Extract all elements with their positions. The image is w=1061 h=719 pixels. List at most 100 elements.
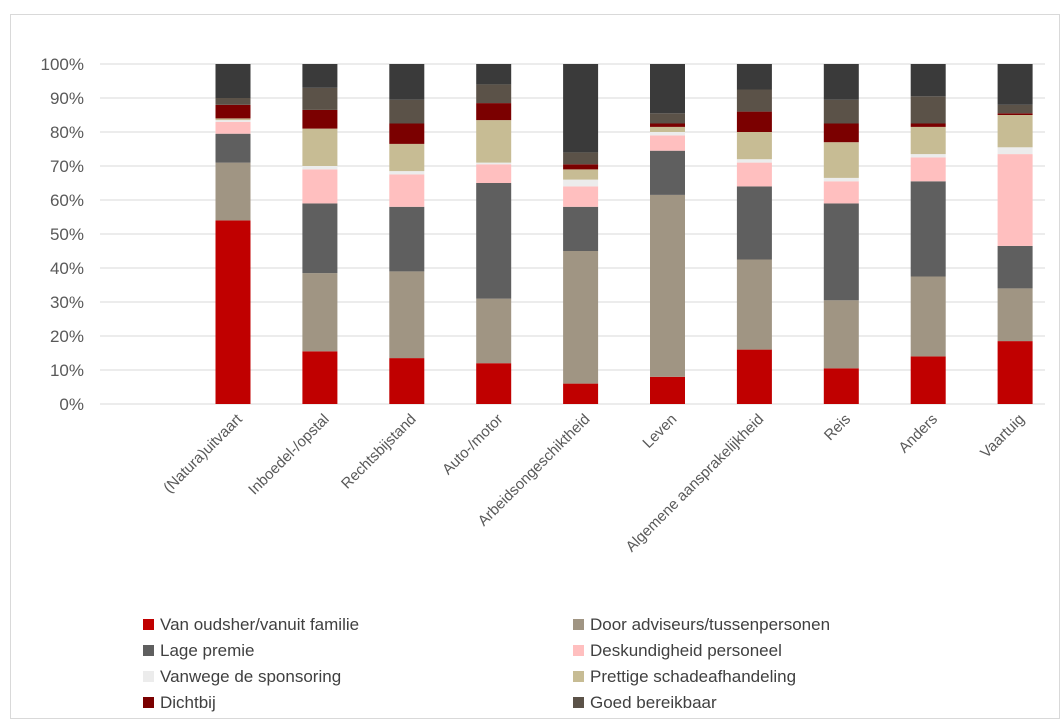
- legend-swatch: [573, 697, 584, 708]
- y-axis-ticks: 0% 10% 20% 30% 40% 50% 60% 70% 80% 90% 100%: [41, 55, 84, 414]
- bar-segment: [736, 259, 772, 350]
- bar-layer: [215, 64, 1033, 404]
- bar-segment: [823, 368, 859, 404]
- x-category-label: Vaartuig: [977, 411, 1028, 462]
- bar-segment: [476, 363, 512, 404]
- bar-segment: [736, 132, 772, 160]
- bar-segment: [736, 159, 772, 163]
- x-category-label: Algemene aansprakelijkheid: [623, 411, 768, 556]
- bar-segment: [476, 84, 512, 104]
- bar-segment: [476, 162, 512, 165]
- legend-label: Goed bereikbaar: [590, 693, 717, 712]
- y-tick-label: 100%: [41, 55, 84, 74]
- bar-segment: [215, 64, 251, 98]
- y-tick-label: 40%: [50, 259, 84, 278]
- legend-label: Deskundigheid personeel: [590, 641, 782, 660]
- legend-swatch: [573, 671, 584, 682]
- bar-segment: [823, 177, 859, 182]
- bar-segment: [476, 298, 512, 364]
- bar-segment: [563, 169, 599, 180]
- legend-swatch: [143, 619, 154, 630]
- bar-segment: [650, 123, 685, 127]
- bar-segment: [476, 183, 512, 299]
- bar-segment: [910, 64, 946, 97]
- bar-segment: [997, 115, 1033, 148]
- bar-segment: [563, 64, 599, 153]
- bar-segment: [215, 104, 251, 119]
- bar-segment: [563, 179, 599, 187]
- legend-label: Vanwege de sponsoring: [160, 667, 341, 686]
- bar-segment: [650, 132, 685, 136]
- legend-swatch: [143, 645, 154, 656]
- bar-segment: [215, 121, 251, 134]
- legend-label: Lage premie: [160, 641, 255, 660]
- bar-segment: [389, 358, 425, 404]
- legend-swatch: [143, 671, 154, 682]
- bar-segment: [302, 64, 338, 88]
- bar-segment: [997, 341, 1033, 404]
- bar-segment: [997, 113, 1033, 115]
- bar-segment: [736, 349, 772, 404]
- x-category-label: Rechtsbijstand: [338, 411, 420, 493]
- bar-segment: [910, 126, 946, 155]
- x-category-label: Auto-/motor: [439, 411, 506, 478]
- bar-segment: [823, 142, 859, 178]
- bar-segment: [476, 64, 512, 85]
- bar-segment: [389, 99, 425, 124]
- bar-segment: [650, 126, 685, 132]
- bar-segment: [910, 157, 946, 182]
- bar-segment: [563, 206, 599, 251]
- bar-segment: [736, 89, 772, 112]
- bar-segment: [389, 206, 425, 272]
- bar-segment: [389, 171, 425, 175]
- bar-segment: [389, 64, 425, 100]
- bar-segment: [997, 154, 1033, 246]
- y-tick-label: 90%: [50, 89, 84, 108]
- bar-segment: [823, 181, 859, 204]
- bar-segment: [563, 251, 599, 384]
- bar-segment: [910, 123, 946, 127]
- bar-segment: [215, 162, 251, 221]
- bar-segment: [997, 104, 1033, 114]
- bar-segment: [563, 383, 599, 404]
- bar-segment: [215, 118, 251, 121]
- bar-segment: [736, 186, 772, 260]
- bar-segment: [823, 123, 859, 143]
- legend-label: Door adviseurs/tussenpersonen: [590, 615, 830, 634]
- bar-segment: [302, 109, 338, 129]
- legend-label: Prettige schadeafhandeling: [590, 667, 796, 686]
- bar-segment: [823, 99, 859, 124]
- legend-label: Van oudsher/vanuit familie: [160, 615, 359, 634]
- y-tick-label: 30%: [50, 293, 84, 312]
- y-tick-label: 60%: [50, 191, 84, 210]
- bar-segment: [650, 150, 685, 195]
- bar-segment: [910, 276, 946, 357]
- bar-segment: [650, 194, 685, 377]
- y-tick-label: 20%: [50, 327, 84, 346]
- bar-segment: [389, 143, 425, 172]
- x-category-label: (Natura)uitvaart: [160, 410, 246, 496]
- y-tick-label: 70%: [50, 157, 84, 176]
- bar-segment: [476, 164, 512, 183]
- bar-segment: [302, 203, 338, 274]
- bar-segment: [476, 120, 512, 163]
- bar-segment: [910, 181, 946, 277]
- bar-segment: [563, 186, 599, 207]
- bar-segment: [736, 64, 772, 90]
- bar-segment: [302, 87, 338, 110]
- bar-segment: [823, 300, 859, 369]
- bar-segment: [389, 123, 425, 144]
- bar-segment: [302, 166, 338, 170]
- bar-segment: [215, 120, 251, 122]
- y-tick-label: 10%: [50, 361, 84, 380]
- bar-segment: [650, 135, 685, 151]
- bar-segment: [823, 203, 859, 301]
- bar-segment: [476, 103, 512, 121]
- legend-swatch: [573, 645, 584, 656]
- bar-segment: [563, 164, 599, 170]
- bar-segment: [650, 64, 685, 114]
- bar-segment: [302, 273, 338, 352]
- x-category-label: Anders: [895, 411, 941, 457]
- bar-segment: [650, 113, 685, 124]
- bar-segment: [302, 169, 338, 204]
